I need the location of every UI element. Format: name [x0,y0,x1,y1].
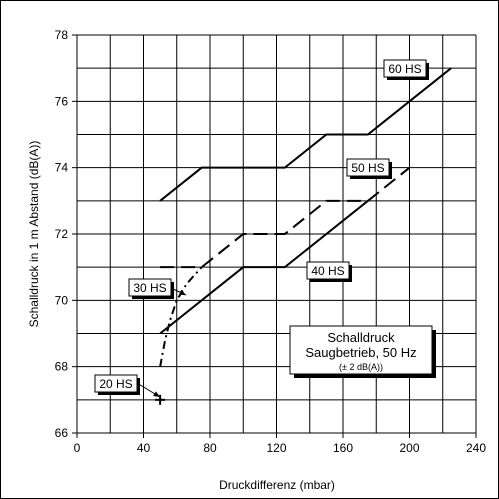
y-tick-label: 70 [55,293,69,307]
y-tick-label: 68 [55,360,69,374]
annotation-line2: Saugbetrieb, 50 Hz [305,345,416,360]
x-axis-title: Druckdifferenz (mbar) [219,478,335,492]
x-tick-label: 160 [333,441,353,455]
label-30-hs-text: 30 HS [133,281,166,295]
tick-labels: 0 40 80 120 160 200 240 66 68 70 72 74 76 78 [55,28,487,455]
y-axis-title: Schalldruck in 1 m Abstand (dB(A)) [27,141,41,328]
label-20-hs-text: 20 HS [99,377,132,391]
label-30-hs: 30 HS [128,278,187,299]
annotation-box: Schalldruck Saugbetrieb, 50 Hz (± 2 dB(A… [289,325,436,378]
x-tick-label: 0 [74,441,81,455]
label-60-hs: 60 HS [383,59,429,80]
annotation-line1: Schalldruck [327,330,395,345]
y-tick-label: 72 [55,227,69,241]
x-tick-label: 120 [266,441,286,455]
label-40-hs-text: 40 HS [311,264,344,278]
label-20-hs-arrowhead [153,391,160,397]
label-60-hs-text: 60 HS [388,62,421,76]
x-tick-label: 200 [399,441,419,455]
label-50-hs-text: 50 HS [351,161,384,175]
y-tick-label: 76 [55,94,69,108]
series-50-hs-line [160,166,411,269]
label-20-hs: 20 HS [94,374,161,398]
label-40-hs: 40 HS [306,261,352,282]
label-30-hs-arrowhead [179,289,186,295]
annotation-line3: (± 2 dB(A)) [339,362,383,372]
series-60-hs-line [159,67,452,202]
y-tick-label: 66 [55,426,69,440]
series-30-hs-line [159,266,203,367]
series-layer [155,67,452,405]
x-tick-label: 40 [137,441,151,455]
y-tick-label: 74 [55,161,69,175]
label-50-hs: 50 HS [346,158,392,179]
x-tick-label: 80 [203,441,217,455]
series-labels: 60 HS 50 HS 40 HS 30 HS 20 HS [94,59,429,398]
series-40-hs-line [159,200,369,335]
y-tick-label: 78 [55,28,69,42]
x-tick-label: 240 [466,441,486,455]
